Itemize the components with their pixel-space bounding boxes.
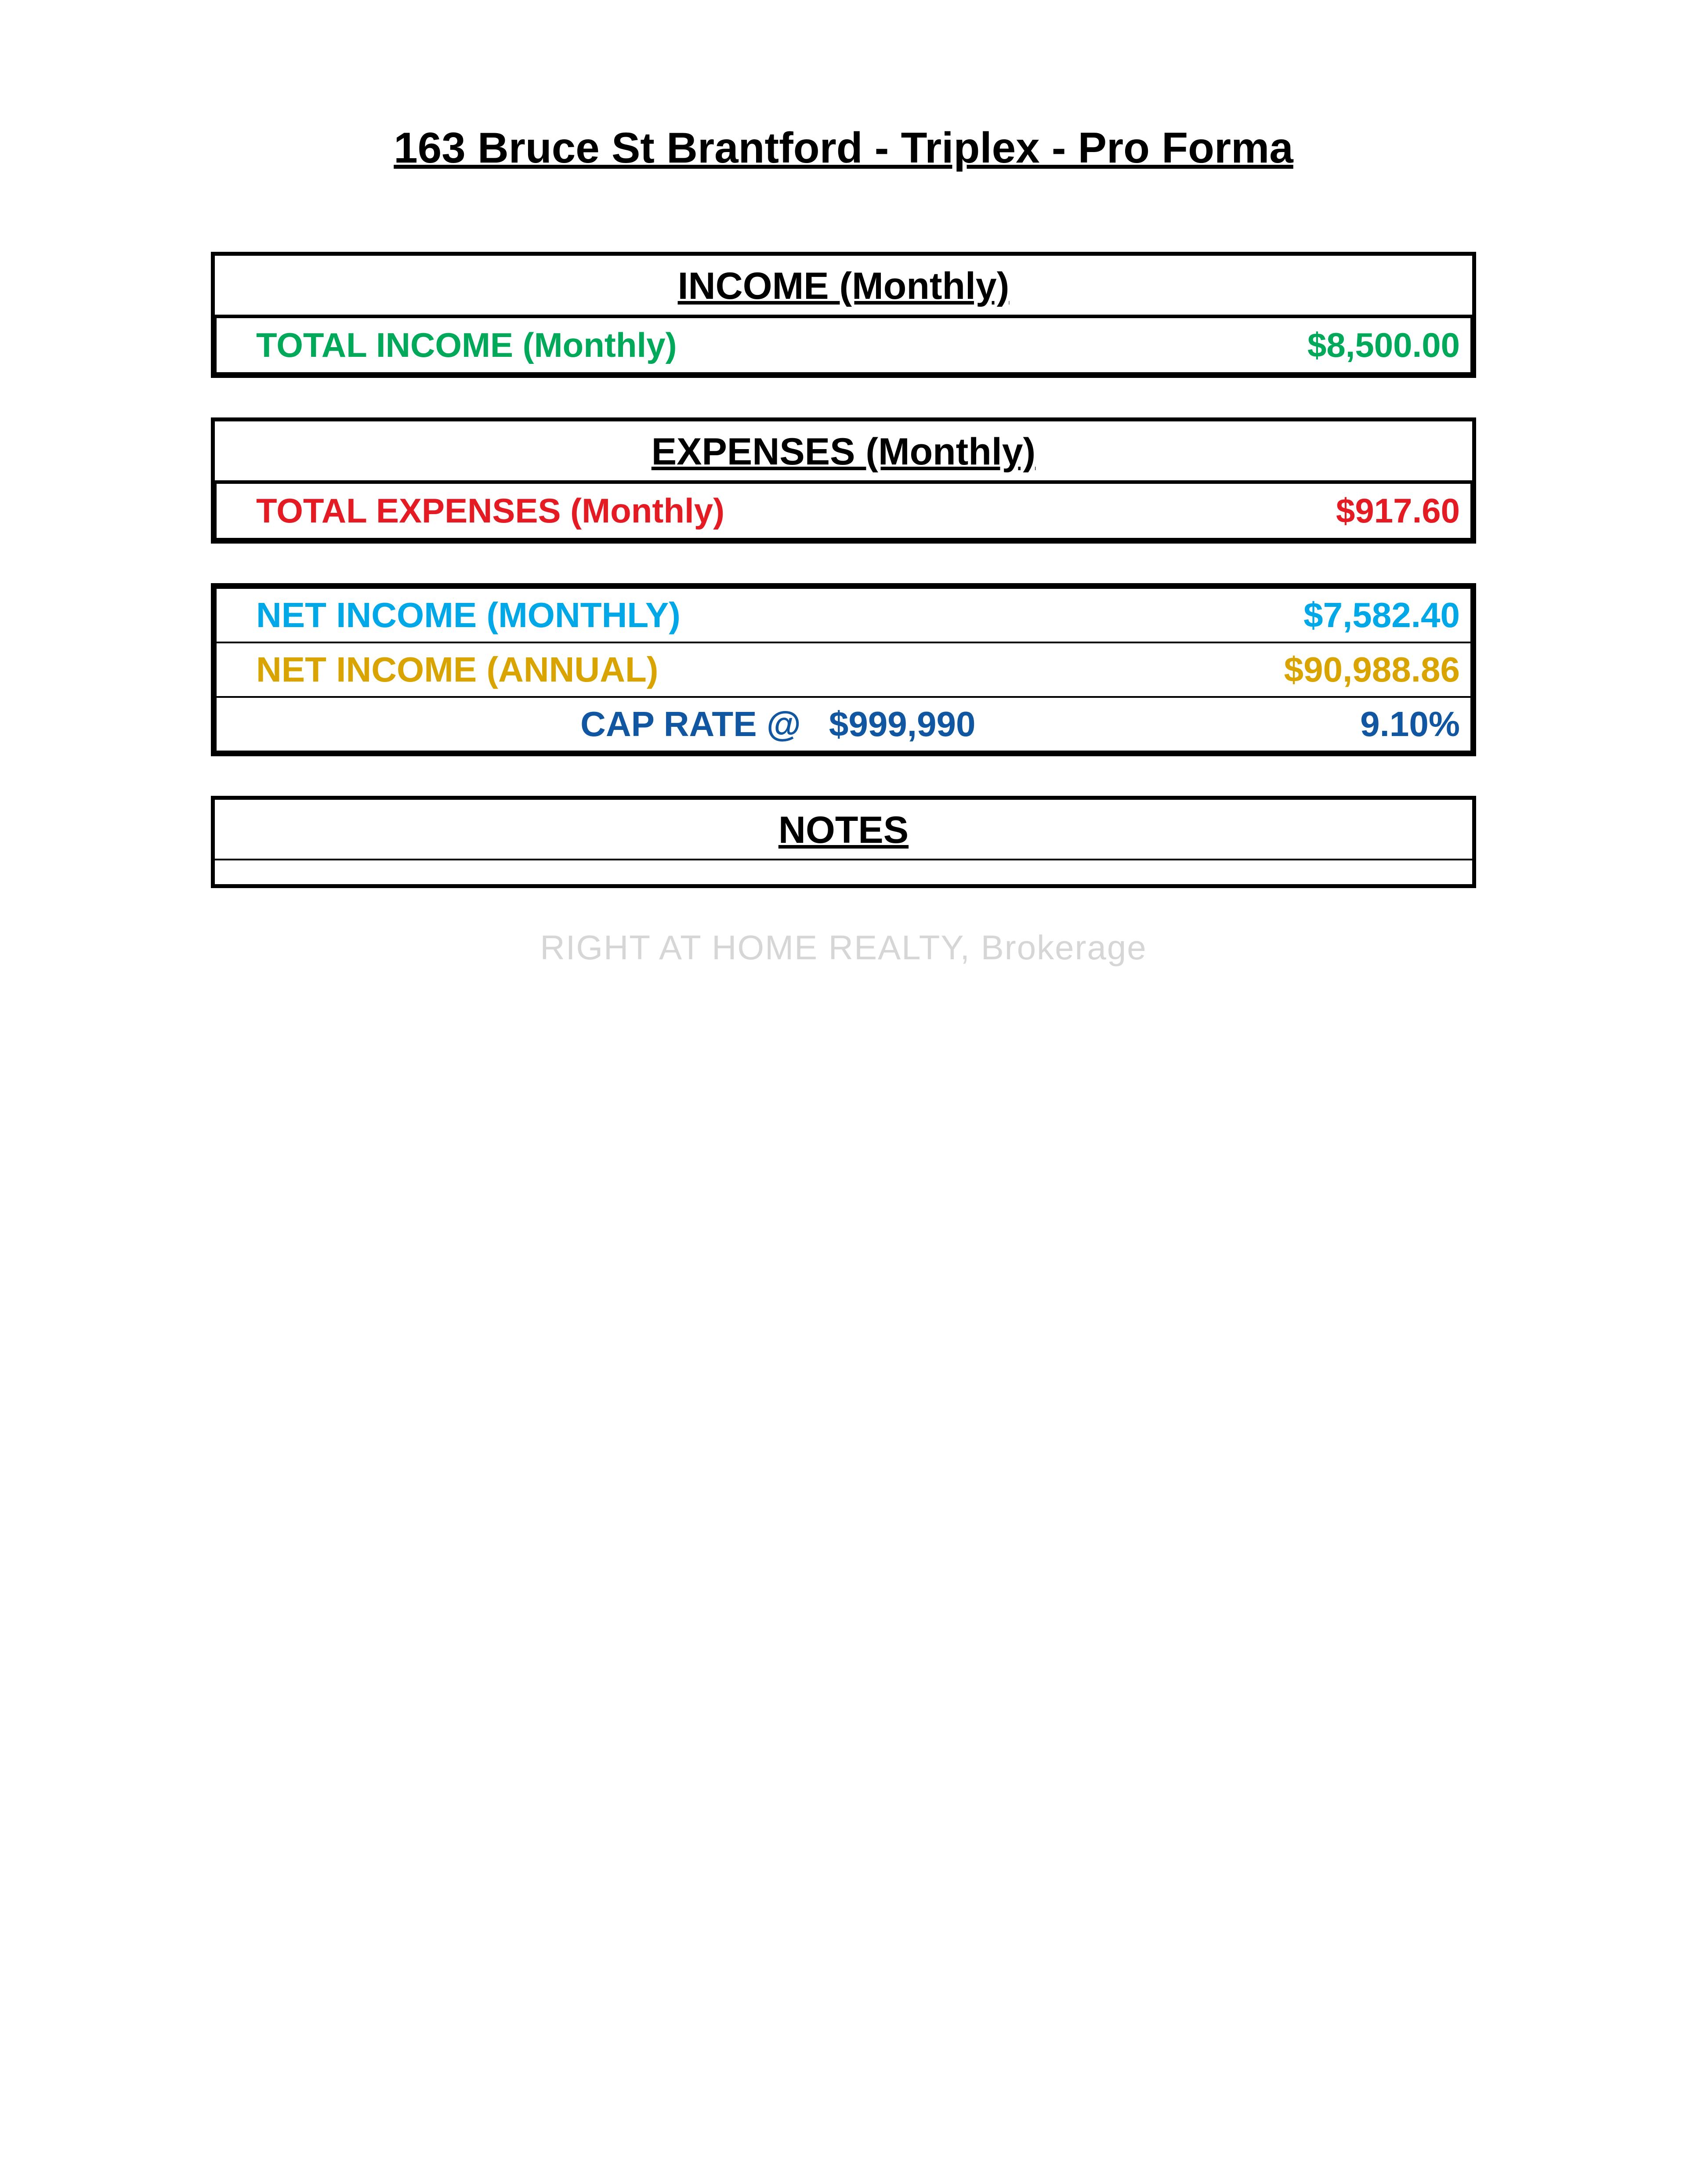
net-annual-label: NET INCOME (ANNUAL): [216, 642, 818, 697]
summary-table: NET INCOME (MONTHLY) $7,582.40 NET INCOM…: [215, 587, 1472, 752]
summary-section: NET INCOME (MONTHLY) $7,582.40 NET INCOM…: [211, 583, 1476, 756]
income-table: TOTAL INCOME (Monthly) $8,500.00: [215, 316, 1472, 374]
expenses-header: EXPENSES (Monthly): [215, 421, 1472, 482]
net-monthly-blank: [818, 588, 1095, 642]
cap-rate-value: 9.10%: [1095, 697, 1471, 751]
income-total-label: TOTAL INCOME (Monthly): [216, 317, 1132, 373]
notes-body: [215, 860, 1472, 884]
page-title: 163 Bruce St Brantford - Triplex - Pro F…: [211, 123, 1476, 173]
income-header: INCOME (Monthly): [215, 256, 1472, 316]
notes-section: NOTES: [211, 796, 1476, 888]
net-monthly-label: NET INCOME (MONTHLY): [216, 588, 818, 642]
cap-rate-label: CAP RATE @: [216, 697, 818, 751]
cap-rate-price: $999,990: [818, 697, 1095, 751]
income-total-value: $8,500.00: [1132, 317, 1471, 373]
income-section: INCOME (Monthly) TOTAL INCOME (Monthly) …: [211, 252, 1476, 378]
net-annual-blank: [818, 642, 1095, 697]
expenses-total-value: $917.60: [1132, 483, 1471, 539]
expenses-table: TOTAL EXPENSES (Monthly) $917.60: [215, 482, 1472, 540]
net-annual-value: $90,988.86: [1095, 642, 1471, 697]
expenses-total-label: TOTAL EXPENSES (Monthly): [216, 483, 1132, 539]
watermark: RIGHT AT HOME REALTY, Brokerage: [211, 928, 1476, 968]
net-monthly-value: $7,582.40: [1095, 588, 1471, 642]
notes-header: NOTES: [215, 800, 1472, 860]
expenses-section: EXPENSES (Monthly) TOTAL EXPENSES (Month…: [211, 417, 1476, 544]
